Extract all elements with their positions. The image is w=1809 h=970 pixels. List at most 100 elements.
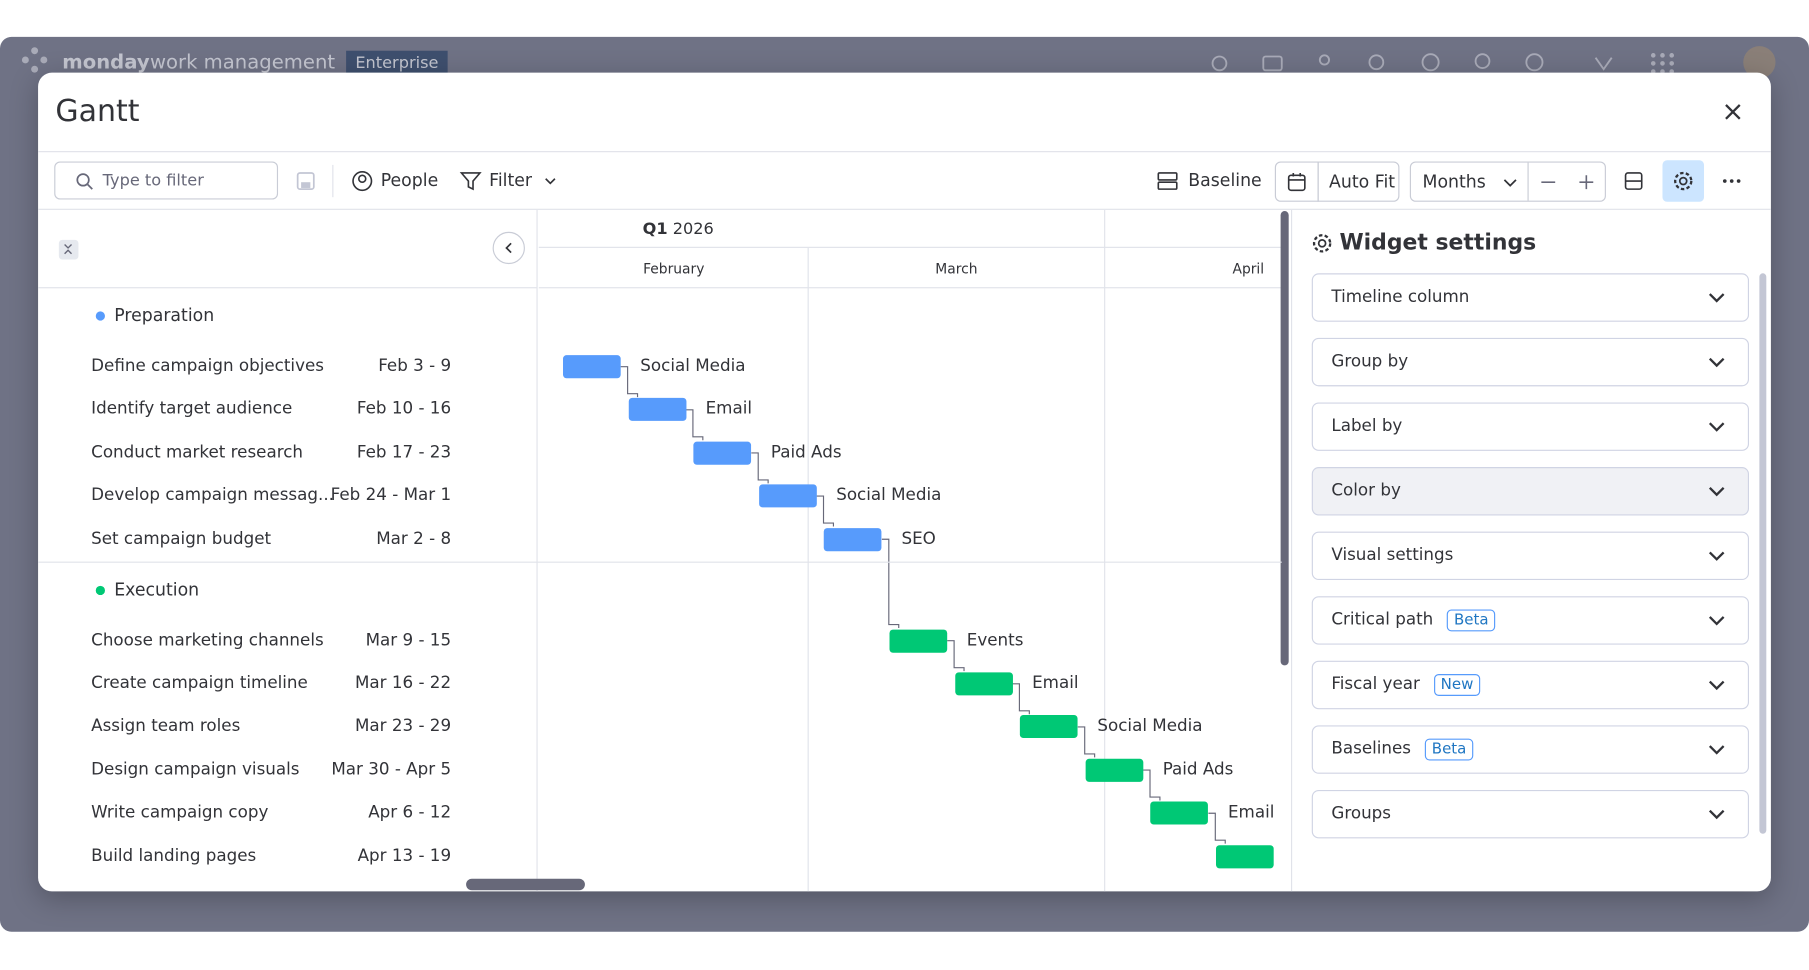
modal-title: Gantt	[55, 94, 140, 130]
zoom-dropdown[interactable]: Months	[1422, 171, 1486, 193]
group-divider	[38, 561, 1282, 563]
expand-chevron	[1708, 551, 1725, 561]
month-header: March	[935, 260, 978, 277]
save-icon[interactable]	[296, 172, 315, 190]
settings-item[interactable]: Label by	[1311, 402, 1750, 451]
month-header: February	[643, 260, 705, 277]
dependency-link	[1077, 726, 1096, 758]
task-bar[interactable]	[889, 629, 948, 653]
task-dates: Mar 9 - 15	[365, 631, 452, 650]
task-name[interactable]: Assign team roles	[91, 717, 241, 736]
task-bar[interactable]	[1020, 715, 1078, 739]
settings-text: Visual settings	[1331, 546, 1454, 565]
calendar-button[interactable]	[1274, 161, 1319, 202]
settings-item[interactable]: Group by	[1311, 337, 1750, 387]
zoom-caret[interactable]	[1503, 179, 1517, 187]
dependency-link	[947, 640, 965, 672]
brand: monday	[62, 51, 150, 75]
task-name[interactable]: Write campaign copy	[91, 803, 269, 823]
close-button[interactable]	[1724, 103, 1742, 121]
divider	[538, 287, 1282, 289]
settings-item[interactable]: Visual settings	[1311, 531, 1750, 581]
task-bar[interactable]	[758, 484, 817, 508]
filter-caret[interactable]	[545, 178, 557, 185]
settings-item[interactable]: Fiscal year New	[1311, 660, 1750, 710]
expand-chevron	[1708, 357, 1725, 368]
more-button[interactable]	[1722, 179, 1741, 184]
bar-label: Paid Ads	[1162, 760, 1234, 780]
task-bar[interactable]	[1215, 844, 1274, 868]
task-name[interactable]: Build landing pages	[91, 846, 257, 866]
settings-item[interactable]: Baselines Beta	[1311, 725, 1750, 774]
task-dates: Apr 13 - 19	[357, 846, 452, 866]
divider	[38, 287, 537, 289]
task-dates: Mar 16 - 22	[354, 674, 452, 693]
task-bar[interactable]	[1150, 801, 1209, 825]
task-dates: Apr 6 - 12	[368, 803, 452, 823]
auto-fit-button[interactable]: Auto Fit	[1317, 161, 1400, 202]
zoom-in[interactable]	[1579, 175, 1594, 190]
bar-label: Social Media	[836, 486, 942, 506]
bar-label: Social Media	[1097, 717, 1203, 736]
group-name[interactable]: Execution	[114, 579, 200, 600]
task-bar[interactable]	[824, 527, 882, 551]
layout-button[interactable]	[1624, 172, 1643, 190]
task-dates: Mar 2 - 8	[376, 529, 452, 549]
collapse-all[interactable]	[58, 239, 79, 260]
people-button[interactable]: People	[380, 170, 439, 191]
settings-button[interactable]	[1662, 160, 1705, 202]
expand-chevron	[1708, 745, 1725, 755]
divider	[538, 246, 1282, 248]
gantt-modal: Gantt Type to filter People Filter Basel…	[38, 72, 1771, 892]
task-name[interactable]: Identify target audience	[91, 400, 293, 419]
task-name[interactable]: Set campaign budget	[91, 529, 272, 549]
settings-label: Visual settings	[1331, 547, 1453, 564]
search-placeholder: Type to filter	[102, 171, 204, 191]
task-bar[interactable]	[954, 672, 1013, 696]
task-bar[interactable]	[693, 441, 752, 465]
settings-scrollbar[interactable]	[1759, 273, 1767, 834]
search-box[interactable]: Type to filter	[54, 161, 279, 200]
search-icon	[76, 173, 93, 190]
task-bar[interactable]	[1085, 758, 1144, 782]
settings-text: Color by	[1331, 481, 1401, 501]
divider	[536, 209, 538, 892]
dependency-link	[751, 452, 769, 484]
task-bar[interactable]	[563, 355, 621, 379]
baseline-button[interactable]: Baseline	[1188, 170, 1262, 191]
quarter-header: Q1 2026	[643, 221, 714, 237]
dependency-link	[881, 538, 900, 629]
zoom-out[interactable]	[1541, 175, 1556, 189]
task-name[interactable]: Define campaign objectives	[91, 357, 324, 376]
task-name[interactable]: Create campaign timeline	[91, 674, 308, 693]
task-name[interactable]: Choose marketing channels	[91, 631, 324, 650]
task-name[interactable]: Develop campaign messag...	[91, 486, 334, 506]
settings-title: Widget settings	[1339, 230, 1537, 256]
task-dates: Feb 24 - Mar 1	[330, 486, 452, 506]
settings-item[interactable]: Groups	[1311, 789, 1750, 839]
settings-item[interactable]: Critical path Beta	[1311, 596, 1750, 645]
task-name[interactable]: Conduct market research	[91, 443, 304, 462]
settings-item[interactable]: Timeline column	[1311, 273, 1750, 322]
separator	[1527, 162, 1529, 201]
task-dates: Feb 17 - 23	[356, 443, 452, 462]
horizontal-scrollbar[interactable]	[466, 878, 585, 891]
group-name[interactable]: Preparation	[114, 305, 215, 326]
filter-button[interactable]: Filter	[489, 170, 533, 191]
settings-item[interactable]: Color by	[1311, 467, 1750, 516]
settings-text: Groups	[1331, 804, 1392, 824]
bar-label: Social Media	[640, 357, 746, 376]
logo	[21, 47, 48, 73]
month-divider	[1104, 209, 1106, 892]
task-bar[interactable]	[628, 398, 686, 422]
month-divider	[807, 247, 809, 892]
expand-chevron	[1708, 680, 1725, 691]
settings-text: Fiscal year	[1331, 675, 1420, 694]
settings-text: Group by	[1331, 352, 1409, 372]
collapse-panel[interactable]	[492, 231, 525, 265]
vertical-scrollbar[interactable]	[1280, 211, 1289, 666]
task-dates: Feb 3 - 9	[378, 357, 452, 376]
group-dot	[95, 311, 105, 321]
task-name[interactable]: Design campaign visuals	[91, 760, 300, 780]
